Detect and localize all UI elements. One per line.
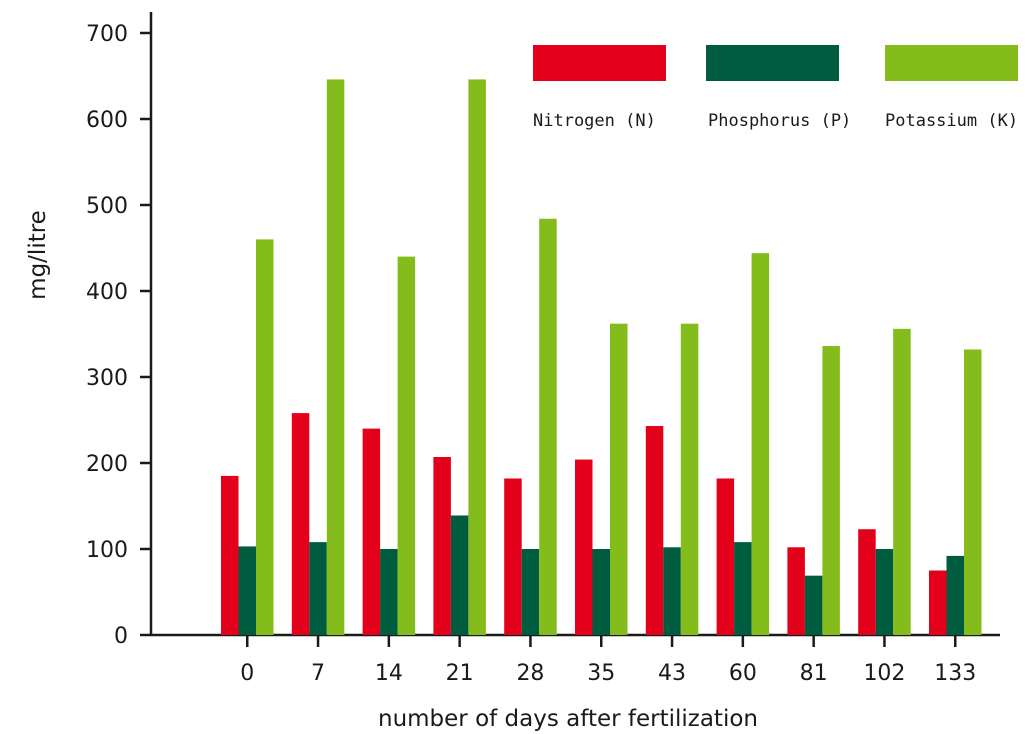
x-tick-label: 0 (240, 661, 254, 686)
legend-swatch (706, 45, 839, 81)
bar-potassium-35 (610, 323, 628, 635)
bar-nitrogen-7 (291, 413, 310, 635)
bar-potassium-0 (256, 239, 274, 635)
x-tick-label: 102 (863, 661, 905, 686)
y-tick-label: 200 (86, 452, 128, 477)
bar-potassium-102 (893, 328, 911, 635)
bars (221, 79, 982, 635)
bar-phosphorus-43 (663, 547, 681, 635)
bar-phosphorus-81 (804, 575, 823, 635)
bar-potassium-81 (822, 346, 840, 635)
bar-phosphorus-102 (875, 549, 894, 635)
bar-phosphorus-35 (592, 549, 610, 635)
bar-phosphorus-14 (380, 549, 398, 635)
y-axis-title: mg/litre (25, 210, 51, 300)
y-tick-label: 700 (86, 22, 128, 47)
x-tick-label: 14 (375, 661, 403, 686)
bar-potassium-14 (397, 256, 416, 635)
legend-label: Nitrogen (N) (533, 111, 656, 131)
legend-swatch (885, 45, 1018, 81)
x-ticks: 0 7 14 21 28 35 43 60 81 102 133 (240, 635, 976, 686)
legend-swatch (533, 45, 666, 81)
bar-potassium-7 (326, 79, 345, 635)
bar-potassium-60 (751, 253, 770, 635)
bar-phosphorus-28 (521, 549, 540, 635)
y-tick-label: 600 (86, 108, 128, 133)
bar-phosphorus-0 (238, 546, 256, 635)
y-tick-label: 300 (86, 366, 128, 391)
bar-nitrogen-81 (787, 547, 805, 635)
y-tick-label: 100 (86, 538, 128, 563)
y-ticks: 0 100 200 300 400 500 600 700 (86, 22, 151, 649)
bar-nitrogen-60 (716, 478, 735, 635)
x-tick-label: 35 (587, 661, 615, 686)
x-tick-label: 133 (934, 661, 976, 686)
bar-phosphorus-133 (946, 555, 964, 635)
bar-phosphorus-7 (309, 542, 327, 635)
x-tick-label: 21 (446, 661, 474, 686)
bar-potassium-28 (539, 218, 557, 635)
y-tick-label: 500 (86, 194, 128, 219)
bar-phosphorus-60 (734, 542, 752, 635)
x-tick-label: 28 (516, 661, 544, 686)
x-axis-title: number of days after fertilization (378, 706, 758, 732)
bar-potassium-21 (468, 79, 486, 635)
legend-label: Phosphorus (P) (708, 111, 851, 131)
bar-nitrogen-102 (858, 529, 876, 635)
bar-nitrogen-0 (221, 475, 239, 635)
x-tick-label: 43 (658, 661, 686, 686)
x-tick-label: 60 (729, 661, 757, 686)
legend-label: Potassium (K) (885, 111, 1018, 131)
legend: Nitrogen (N) Phosphorus (P) Potassium (K) (533, 45, 1018, 131)
x-tick-label: 7 (311, 661, 325, 686)
y-tick-label: 400 (86, 280, 128, 305)
bar-potassium-43 (680, 323, 699, 635)
y-tick-label: 0 (114, 624, 128, 649)
bar-nitrogen-14 (362, 428, 381, 635)
x-tick-label: 81 (800, 661, 828, 686)
bar-nitrogen-35 (575, 459, 593, 635)
bar-nitrogen-28 (504, 478, 522, 635)
bar-potassium-133 (964, 349, 982, 635)
bar-nitrogen-21 (433, 456, 451, 635)
bar-phosphorus-21 (450, 515, 469, 635)
bar-nitrogen-43 (645, 426, 664, 635)
bar-nitrogen-133 (929, 570, 947, 635)
